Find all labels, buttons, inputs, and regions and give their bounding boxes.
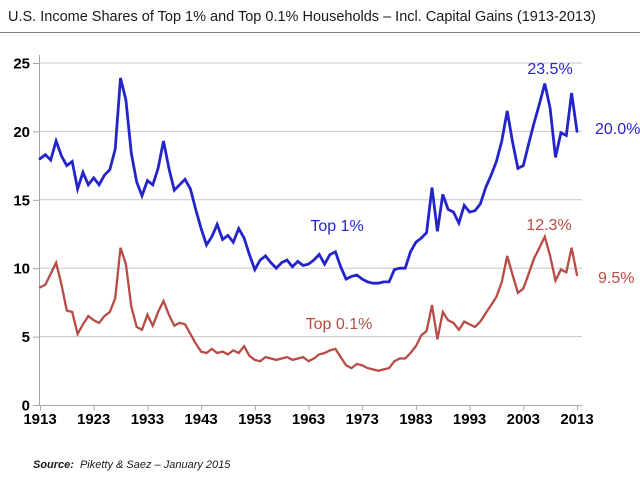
x-axis-label: 1953 xyxy=(238,411,271,428)
series-label-top01: Top 0.1% xyxy=(305,316,373,333)
x-axis-label: 1963 xyxy=(292,411,325,428)
title-divider xyxy=(0,32,640,33)
series-line-top-1- xyxy=(38,77,579,285)
source-prefix: Source: xyxy=(33,459,74,471)
y-axis-label: 5 xyxy=(22,329,30,346)
y-axis-label: 25 xyxy=(13,56,30,73)
series-line-top-0-1- xyxy=(38,233,579,372)
series-label-top1: Top 1% xyxy=(310,218,364,235)
x-axis-label: 2013 xyxy=(560,411,593,428)
y-axis-label: 20 xyxy=(13,124,30,141)
x-axis-label: 1933 xyxy=(131,411,164,428)
chart-title: U.S. Income Shares of Top 1% and Top 0.1… xyxy=(8,9,596,25)
annotation-top01-end: 9.5% xyxy=(598,270,635,287)
x-axis-label: 1943 xyxy=(184,411,217,428)
x-axis-label: 1913 xyxy=(23,411,56,428)
y-axis-label: 0 xyxy=(22,398,30,415)
y-axis-label: 15 xyxy=(13,192,30,209)
x-axis-label: 1923 xyxy=(77,411,110,428)
x-axis-label: 1993 xyxy=(453,411,486,428)
annotation-top1-peak: 23.5% xyxy=(527,61,573,78)
source-note: Source: Piketty & Saez – January 2015 xyxy=(33,459,230,471)
y-axis-label: 10 xyxy=(13,261,30,278)
x-axis-label: 1983 xyxy=(399,411,432,428)
annotation-top1-end: 20.0% xyxy=(595,121,640,138)
x-axis-label: 2003 xyxy=(507,411,540,428)
annotation-top01-peak: 12.3% xyxy=(526,217,572,234)
x-axis-label: 1973 xyxy=(346,411,379,428)
source-text: Piketty & Saez – January 2015 xyxy=(79,459,231,471)
